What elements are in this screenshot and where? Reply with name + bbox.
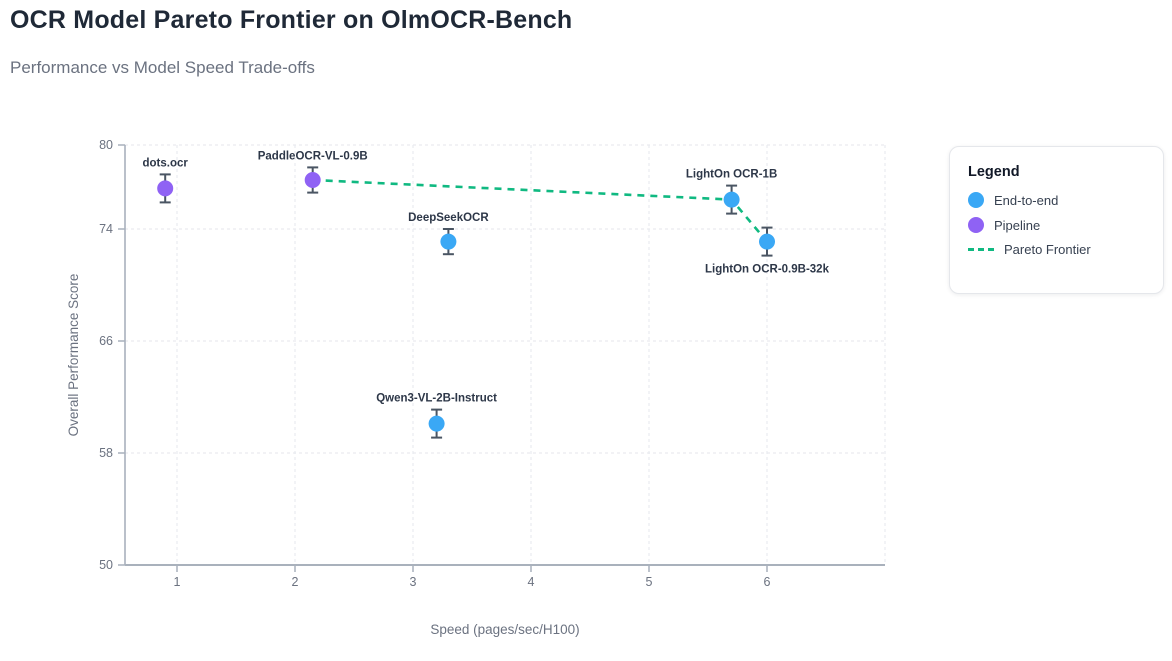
x-tick-label: 6: [764, 575, 771, 589]
x-tick-label: 2: [292, 575, 299, 589]
data-point[interactable]: [157, 180, 174, 197]
legend-item-label: Pareto Frontier: [1004, 242, 1091, 257]
y-tick-label: 74: [99, 222, 113, 236]
data-point[interactable]: [759, 233, 775, 250]
data-point-label: LightOn OCR-0.9B-32k: [705, 264, 830, 276]
x-tick-label: 1: [174, 575, 181, 589]
x-tick-label: 4: [528, 575, 535, 589]
dashed-line-swatch-icon: [968, 248, 994, 251]
y-tick-label: 58: [99, 446, 113, 460]
data-point-label: PaddleOCR-VL-0.9B: [258, 150, 368, 162]
data-point-label: LightOn OCR-1B: [686, 169, 777, 181]
pipeline-swatch-icon: [968, 217, 984, 233]
data-point-label: DeepSeekOCR: [408, 212, 489, 224]
y-tick-label: 80: [99, 138, 113, 152]
data-point[interactable]: [428, 415, 445, 432]
end-to-end-swatch-icon: [968, 192, 984, 208]
legend-title: Legend: [968, 164, 1020, 180]
data-point-label: Qwen3-VL-2B-Instruct: [376, 393, 497, 405]
data-point-label: dots.ocr: [143, 157, 189, 169]
x-axis-title: Speed (pages/sec/H100): [430, 622, 579, 637]
x-tick-label: 5: [646, 575, 653, 589]
data-point[interactable]: [304, 172, 321, 188]
legend-item-pareto-frontier[interactable]: Pareto Frontier: [968, 242, 1147, 257]
data-point[interactable]: [723, 191, 740, 208]
legend-item-label: End-to-end: [994, 192, 1059, 208]
data-point[interactable]: [440, 233, 457, 250]
y-axis-title: Overall Performance Score: [66, 274, 81, 437]
legend-card: Legend End-to-end Pipeline Pareto Fronti…: [949, 146, 1164, 294]
y-tick-label: 66: [99, 334, 113, 348]
legend-item-pipeline[interactable]: Pipeline: [968, 217, 1147, 233]
legend-item-end-to-end[interactable]: End-to-end: [968, 192, 1147, 208]
page-subtitle: Performance vs Model Speed Trade-offs: [10, 58, 315, 77]
y-tick-label: 50: [99, 558, 113, 572]
pareto-frontier-line: [312, 178, 768, 243]
x-tick-label: 3: [410, 575, 417, 589]
page-title: OCR Model Pareto Frontier on OlmOCR-Benc…: [10, 6, 573, 34]
legend-item-label: Pipeline: [994, 217, 1041, 233]
